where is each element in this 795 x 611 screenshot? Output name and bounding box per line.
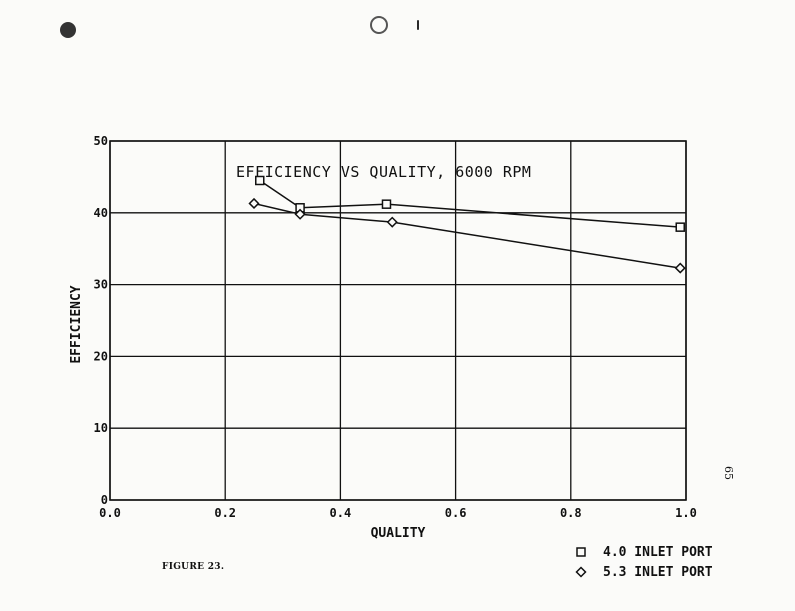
x-tick-label: 0.2	[214, 506, 236, 520]
data-point	[248, 197, 260, 210]
y-tick-label: 30	[94, 278, 108, 292]
x-tick-label: 0.0	[99, 506, 121, 520]
data-point	[381, 199, 392, 209]
series-2	[248, 197, 686, 274]
speck	[60, 22, 76, 38]
data-point	[674, 262, 686, 274]
x-tick-label: 0.4	[330, 506, 352, 520]
data-point	[294, 208, 306, 220]
y-tick-label: 50	[94, 134, 108, 148]
x-axis-label: QUALITY	[371, 526, 426, 541]
x-tick-label: 0.6	[445, 506, 467, 520]
figure-caption: FIGURE 23.	[162, 562, 225, 572]
page-number: 65	[722, 466, 735, 480]
series-line	[259, 179, 681, 228]
legend: 4.0 INLET PORT 5.3 INLET PORT	[575, 545, 713, 580]
chart-title: EFFICIENCY VS QUALITY, 6000 RPM	[236, 163, 531, 181]
series-line	[253, 202, 681, 269]
y-tick-label: 10	[94, 421, 108, 435]
series-1	[255, 175, 685, 232]
legend-marker	[575, 566, 587, 578]
y-axis-label: EFFICIENCY	[69, 285, 84, 363]
speck	[370, 16, 388, 34]
data-point	[386, 216, 398, 228]
x-tick-label: 1.0	[675, 506, 697, 520]
legend-marker	[576, 547, 586, 557]
data-point	[675, 222, 685, 232]
y-tick-label: 40	[94, 206, 108, 220]
legend-item: 4.0 INLET PORT	[576, 545, 713, 560]
y-tick-label: 20	[94, 349, 108, 363]
data-point	[255, 175, 265, 186]
x-tick-labels: 0.0 0.2 0.4 0.6 0.8 1.0	[99, 506, 697, 520]
gridlines	[109, 140, 687, 501]
legend-label: 5.3 INLET PORT	[603, 565, 713, 580]
plot-frame	[109, 140, 687, 501]
x-tick-label: 0.8	[560, 506, 582, 520]
speck	[417, 20, 419, 30]
legend-item: 5.3 INLET PORT	[575, 565, 713, 580]
y-tick-labels: 0 10 20 30 40 50	[94, 134, 108, 507]
series-layer	[248, 175, 686, 274]
legend-label: 4.0 INLET PORT	[603, 545, 713, 560]
y-tick-label: 0	[101, 493, 108, 507]
